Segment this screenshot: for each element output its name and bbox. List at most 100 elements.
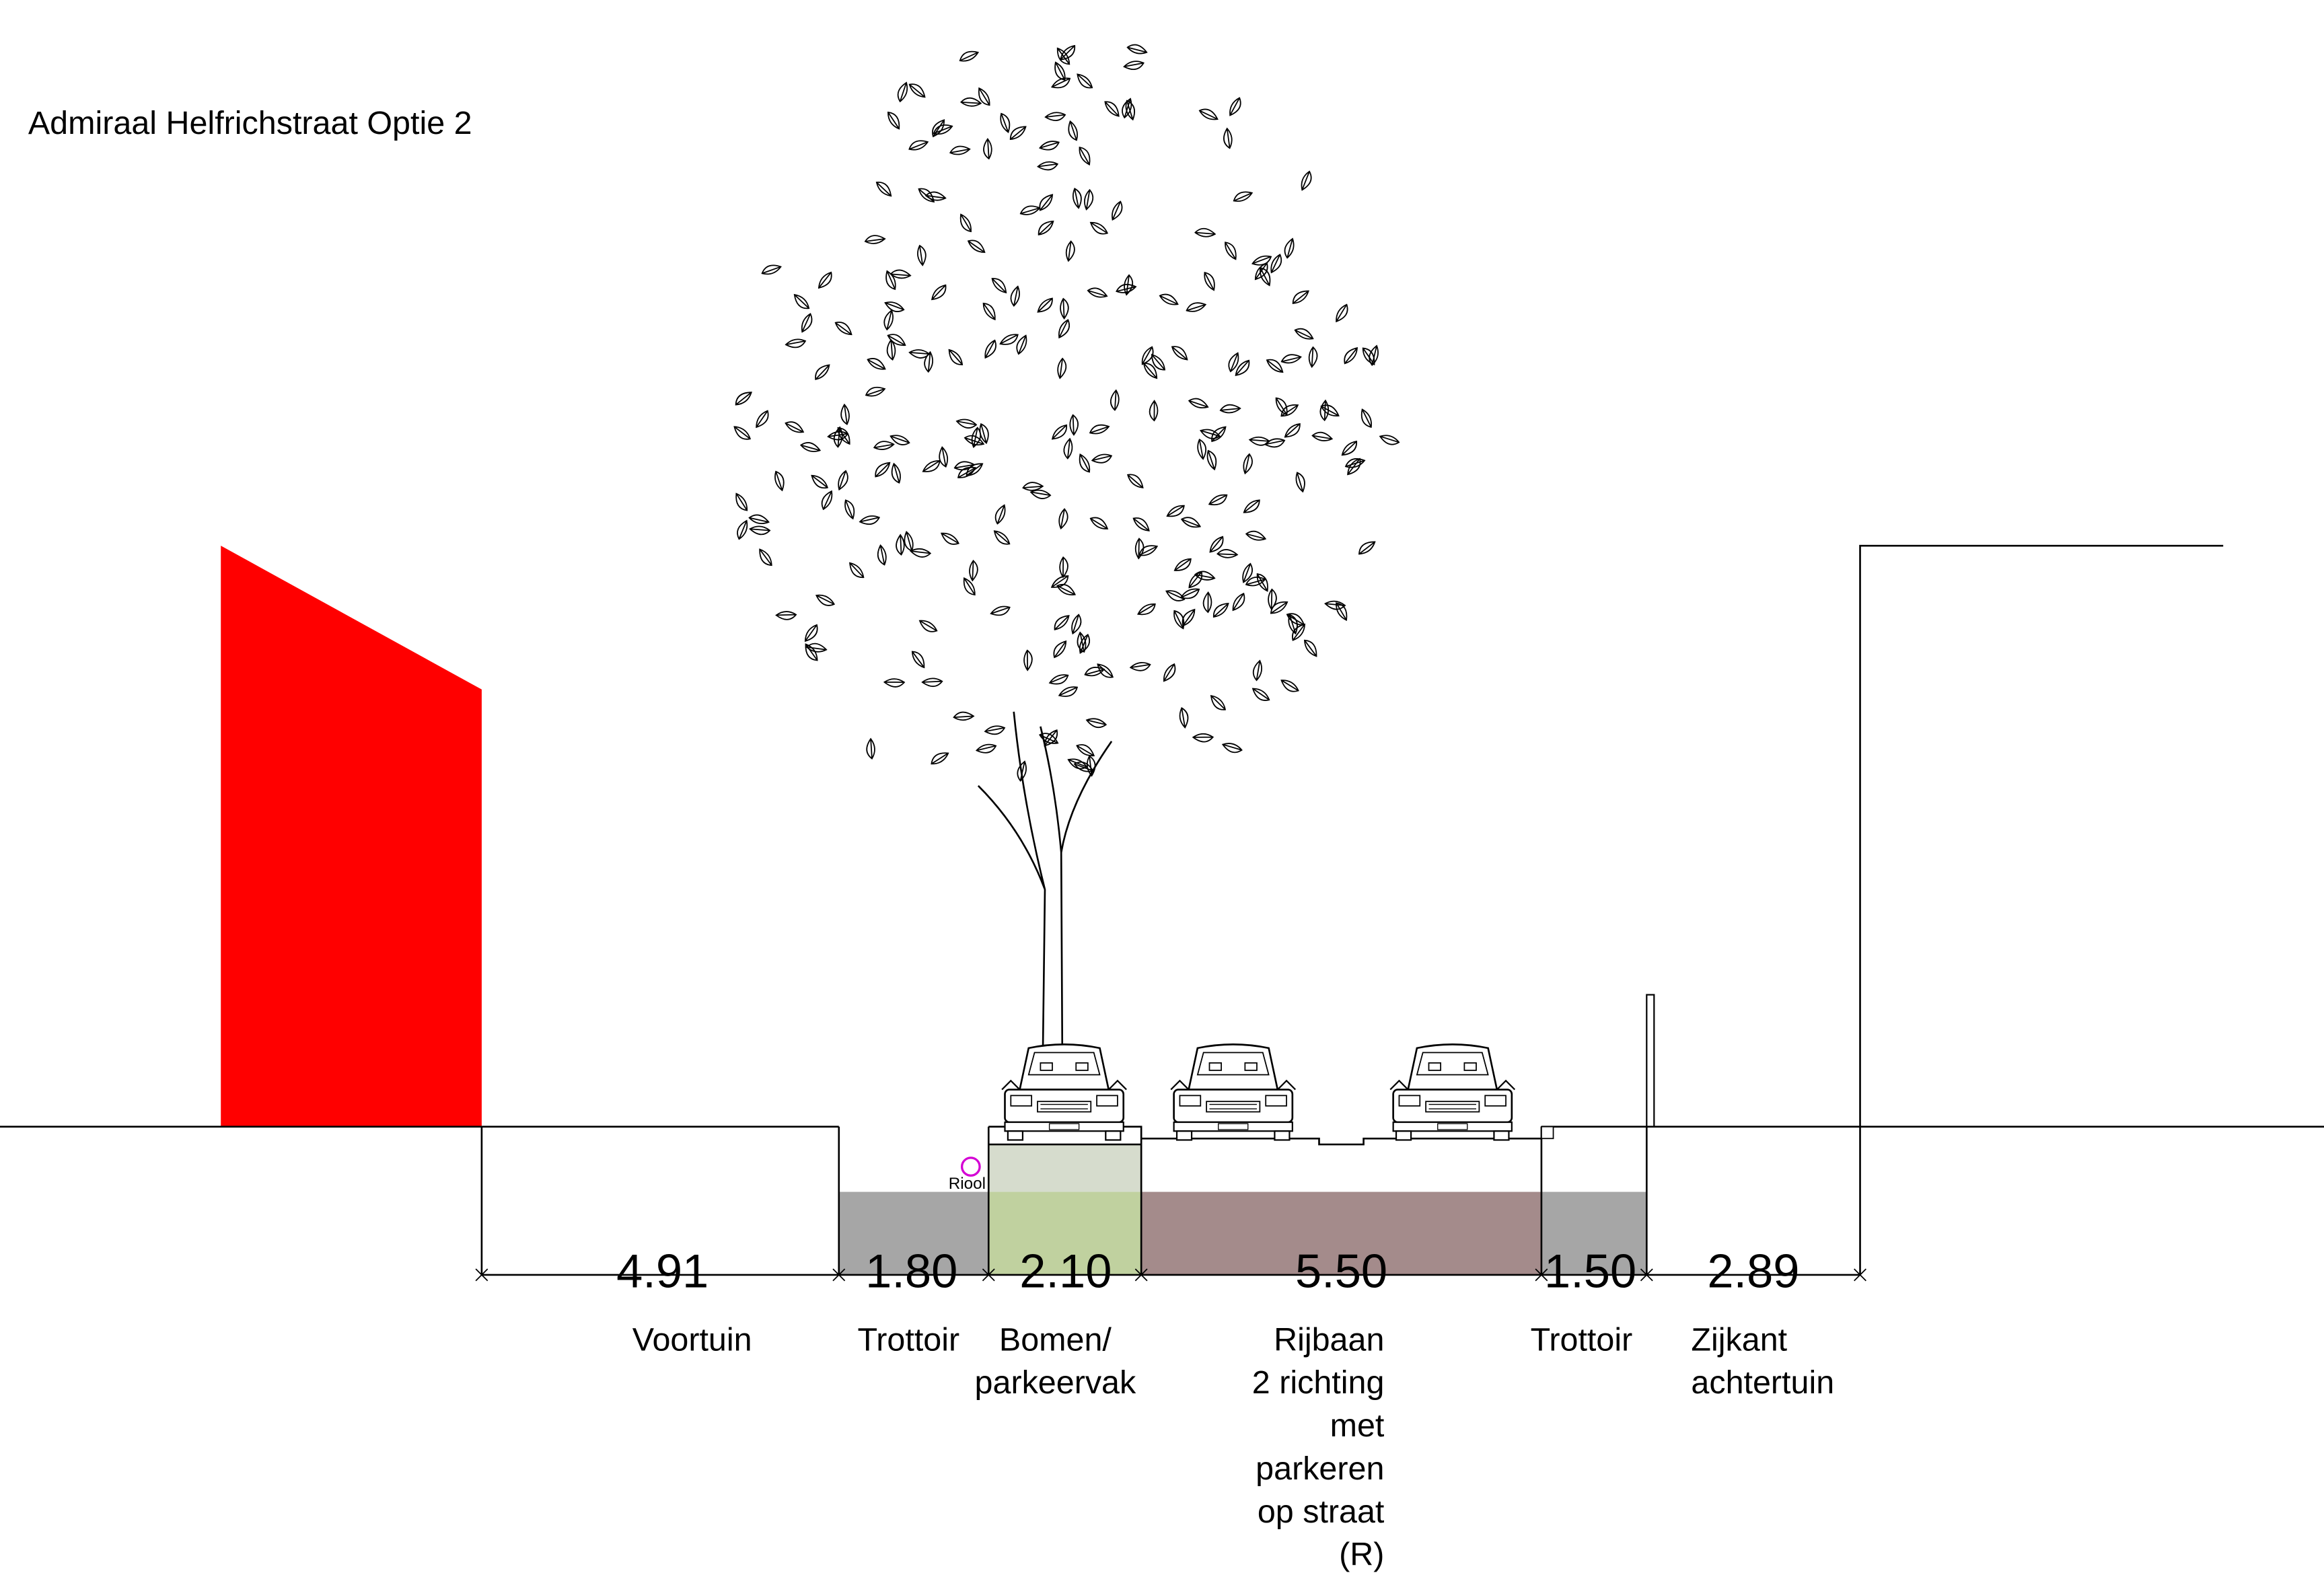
leaf: [1212, 602, 1229, 618]
dimension-value: 5.50: [1295, 1245, 1387, 1298]
leaf: [1029, 489, 1052, 499]
leaf: [1089, 221, 1109, 235]
leaf: [966, 463, 984, 476]
dimension-value: 2.89: [1707, 1245, 1799, 1298]
leaf: [897, 81, 908, 103]
leaf: [1308, 346, 1318, 368]
leaf: [1264, 438, 1286, 448]
leaf: [1248, 436, 1271, 446]
leaf: [886, 338, 896, 361]
leaf: [1192, 733, 1214, 743]
leaf: [1292, 290, 1309, 304]
leaf: [1197, 438, 1207, 460]
leaf: [885, 270, 896, 291]
leaf: [1219, 404, 1241, 414]
dimension-value: 1.50: [1544, 1245, 1636, 1298]
leaf: [844, 499, 855, 520]
leaf: [837, 427, 850, 445]
leaf: [815, 594, 836, 606]
leaf: [864, 235, 886, 244]
leaf: [931, 752, 949, 765]
leaf: [1058, 686, 1079, 697]
leaf: [1058, 319, 1070, 339]
leaf: [999, 334, 1019, 345]
leaf: [1182, 608, 1196, 627]
leaf: [1159, 293, 1179, 305]
leaf: [1199, 429, 1221, 439]
leaf: [1252, 659, 1263, 682]
leaf: [735, 392, 752, 406]
leaf: [1259, 266, 1271, 287]
tree-bed-fill: [988, 1191, 1142, 1275]
leaf: [1188, 398, 1209, 409]
leaf: [889, 269, 912, 279]
leaf: [818, 271, 832, 289]
leaf: [1017, 760, 1027, 782]
label-line: Trottoir: [857, 1321, 959, 1358]
leaf: [875, 182, 892, 197]
leaf: [1284, 237, 1295, 259]
leaf: [1294, 328, 1314, 340]
leaf: [1072, 188, 1082, 209]
leaf: [1303, 639, 1317, 657]
dimension-tick: [1535, 1268, 1548, 1282]
leaf: [1209, 536, 1224, 553]
dimension-tick: [832, 1268, 846, 1282]
leaf: [1038, 141, 1060, 151]
leaf: [904, 531, 914, 552]
leaf: [793, 293, 810, 309]
leaf: [883, 678, 906, 688]
leaf: [990, 605, 1011, 616]
dimension-tick: [475, 1268, 488, 1282]
leaf: [1379, 435, 1400, 445]
leaf: [948, 348, 964, 365]
leaf: [801, 313, 813, 333]
dimension-value: 4.91: [616, 1245, 709, 1298]
leaf: [991, 278, 1007, 294]
leaf: [1085, 718, 1107, 729]
leaf: [1149, 400, 1159, 422]
leaf: [1266, 359, 1284, 373]
dimension-tick: [1854, 1268, 1866, 1282]
leaf: [737, 519, 748, 540]
leaf: [1089, 517, 1109, 529]
leaf: [1233, 191, 1254, 202]
leaf: [1210, 694, 1227, 710]
leaf: [774, 470, 785, 492]
leaf: [1270, 601, 1288, 614]
label-line: Zijkant: [1691, 1321, 1787, 1358]
leaf: [1360, 408, 1372, 429]
leaf: [1060, 297, 1069, 320]
leaf: [859, 515, 881, 525]
leaf: [1084, 667, 1105, 677]
leaf: [1235, 359, 1250, 376]
leaf: [1280, 404, 1299, 417]
leaf: [1051, 424, 1067, 440]
leaf: [775, 611, 797, 620]
leaf: [1243, 453, 1253, 475]
leaf: [1206, 449, 1217, 471]
leaf: [1208, 494, 1228, 506]
leaf: [1019, 205, 1041, 215]
segment-label: Bomen/parkeervak: [975, 1321, 1136, 1401]
label-line: Voortuin: [632, 1321, 752, 1358]
leaf: [1044, 729, 1058, 747]
leaf: [805, 643, 818, 661]
leaf: [1336, 303, 1348, 323]
leaf: [1245, 530, 1267, 541]
leaf: [1110, 389, 1120, 411]
leaf: [889, 435, 910, 445]
leaf: [908, 140, 929, 151]
label-line: (R): [1339, 1537, 1384, 1573]
leaf: [1038, 220, 1054, 235]
section-lines: [480, 1126, 1861, 1275]
leaf: [849, 562, 865, 579]
leaf: [1037, 161, 1059, 171]
leaf: [1242, 562, 1253, 583]
fence-post: [1646, 994, 1655, 1128]
leaf: [1268, 588, 1277, 610]
leaf: [1165, 590, 1186, 601]
leaf: [1280, 354, 1302, 364]
building: [1859, 544, 2224, 1127]
leaf: [908, 83, 926, 98]
